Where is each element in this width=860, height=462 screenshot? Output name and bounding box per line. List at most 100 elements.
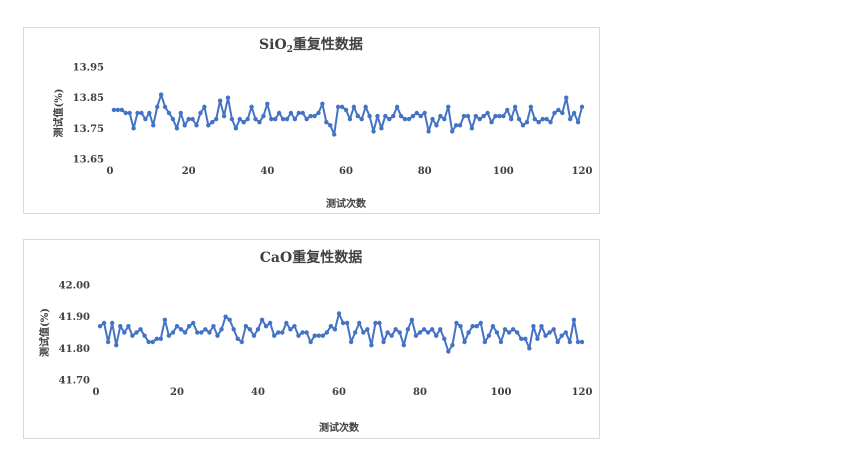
x-tick-label: 100 (493, 166, 514, 177)
data-point (142, 333, 147, 338)
data-point (324, 120, 329, 125)
data-point (363, 104, 368, 110)
data-point (255, 327, 261, 332)
data-point (162, 317, 168, 323)
data-point (155, 104, 160, 110)
data-point (426, 129, 431, 134)
data-point (540, 116, 545, 122)
data-point (247, 327, 253, 332)
data-point (335, 104, 341, 110)
data-point (265, 101, 270, 107)
data-point (186, 116, 191, 122)
data-point (425, 330, 431, 335)
data-point (568, 116, 573, 122)
data-point (237, 116, 242, 122)
data-point (429, 327, 435, 332)
data-point (288, 110, 294, 116)
data-point (410, 113, 416, 119)
data-point (450, 129, 455, 134)
data-point (473, 113, 478, 119)
data-point (383, 113, 388, 119)
data-point (223, 314, 228, 319)
x-tick-label: 40 (251, 387, 265, 398)
data-point (190, 116, 195, 122)
data-point (217, 98, 223, 103)
data-point (524, 120, 530, 125)
data-point (194, 123, 199, 128)
data-point (413, 333, 419, 338)
data-point (414, 110, 419, 116)
data-point (131, 126, 136, 131)
data-point (510, 327, 516, 332)
data-point (532, 116, 537, 122)
data-point (158, 92, 164, 97)
data-point (257, 120, 262, 125)
data-point (575, 120, 581, 125)
data-point (300, 110, 305, 116)
data-point (481, 113, 486, 119)
data-point (276, 110, 282, 116)
data-point (454, 320, 459, 326)
data-point (377, 320, 382, 326)
x-tick-label: 20 (182, 166, 196, 177)
data-point (221, 113, 227, 119)
data-point (308, 339, 313, 345)
data-point (528, 104, 534, 110)
data-point (515, 330, 520, 335)
data-point (438, 327, 443, 332)
data-point (367, 113, 372, 119)
data-point (417, 330, 423, 335)
data-point (470, 323, 475, 329)
data-point (501, 113, 506, 119)
data-point (519, 336, 524, 342)
data-point (110, 320, 115, 326)
data-point (178, 327, 184, 332)
data-point (387, 116, 392, 122)
data-point (348, 339, 354, 345)
data-point (485, 110, 490, 116)
data-point (375, 113, 380, 119)
data-point (243, 323, 249, 329)
data-point (494, 330, 500, 335)
data-point (567, 339, 573, 345)
data-point (556, 107, 561, 113)
data-point (351, 104, 357, 110)
data-point (336, 311, 342, 316)
x-tick-label: 120 (572, 166, 593, 177)
data-point (462, 339, 467, 345)
x-tick-label: 100 (491, 387, 512, 398)
data-point (505, 107, 510, 113)
data-point (147, 110, 152, 116)
data-point (328, 323, 334, 329)
data-point (312, 333, 317, 338)
data-point (227, 317, 232, 323)
data-point (127, 110, 132, 116)
data-point (300, 330, 305, 335)
data-point (241, 120, 246, 125)
data-point (457, 123, 463, 128)
data-point (527, 346, 532, 351)
data-point (280, 330, 285, 335)
x-tick-label: 80 (418, 166, 432, 177)
data-point (357, 320, 362, 326)
data-point (343, 107, 349, 113)
data-point (178, 110, 183, 116)
data-point (259, 317, 265, 323)
data-point (214, 116, 219, 122)
data-point (276, 330, 281, 335)
data-point (402, 116, 408, 122)
data-point (498, 339, 504, 345)
data-point (442, 336, 447, 342)
data-point (548, 120, 553, 125)
data-point (502, 327, 508, 332)
data-point (134, 330, 139, 335)
data-point (269, 116, 274, 122)
data-point (381, 339, 386, 345)
chart-title: CaO重复性数据 (260, 249, 362, 266)
data-point (203, 327, 208, 332)
data-point (229, 116, 235, 122)
data-point (361, 330, 366, 335)
data-point (385, 330, 390, 335)
data-point (233, 126, 239, 131)
data-point (231, 327, 236, 332)
